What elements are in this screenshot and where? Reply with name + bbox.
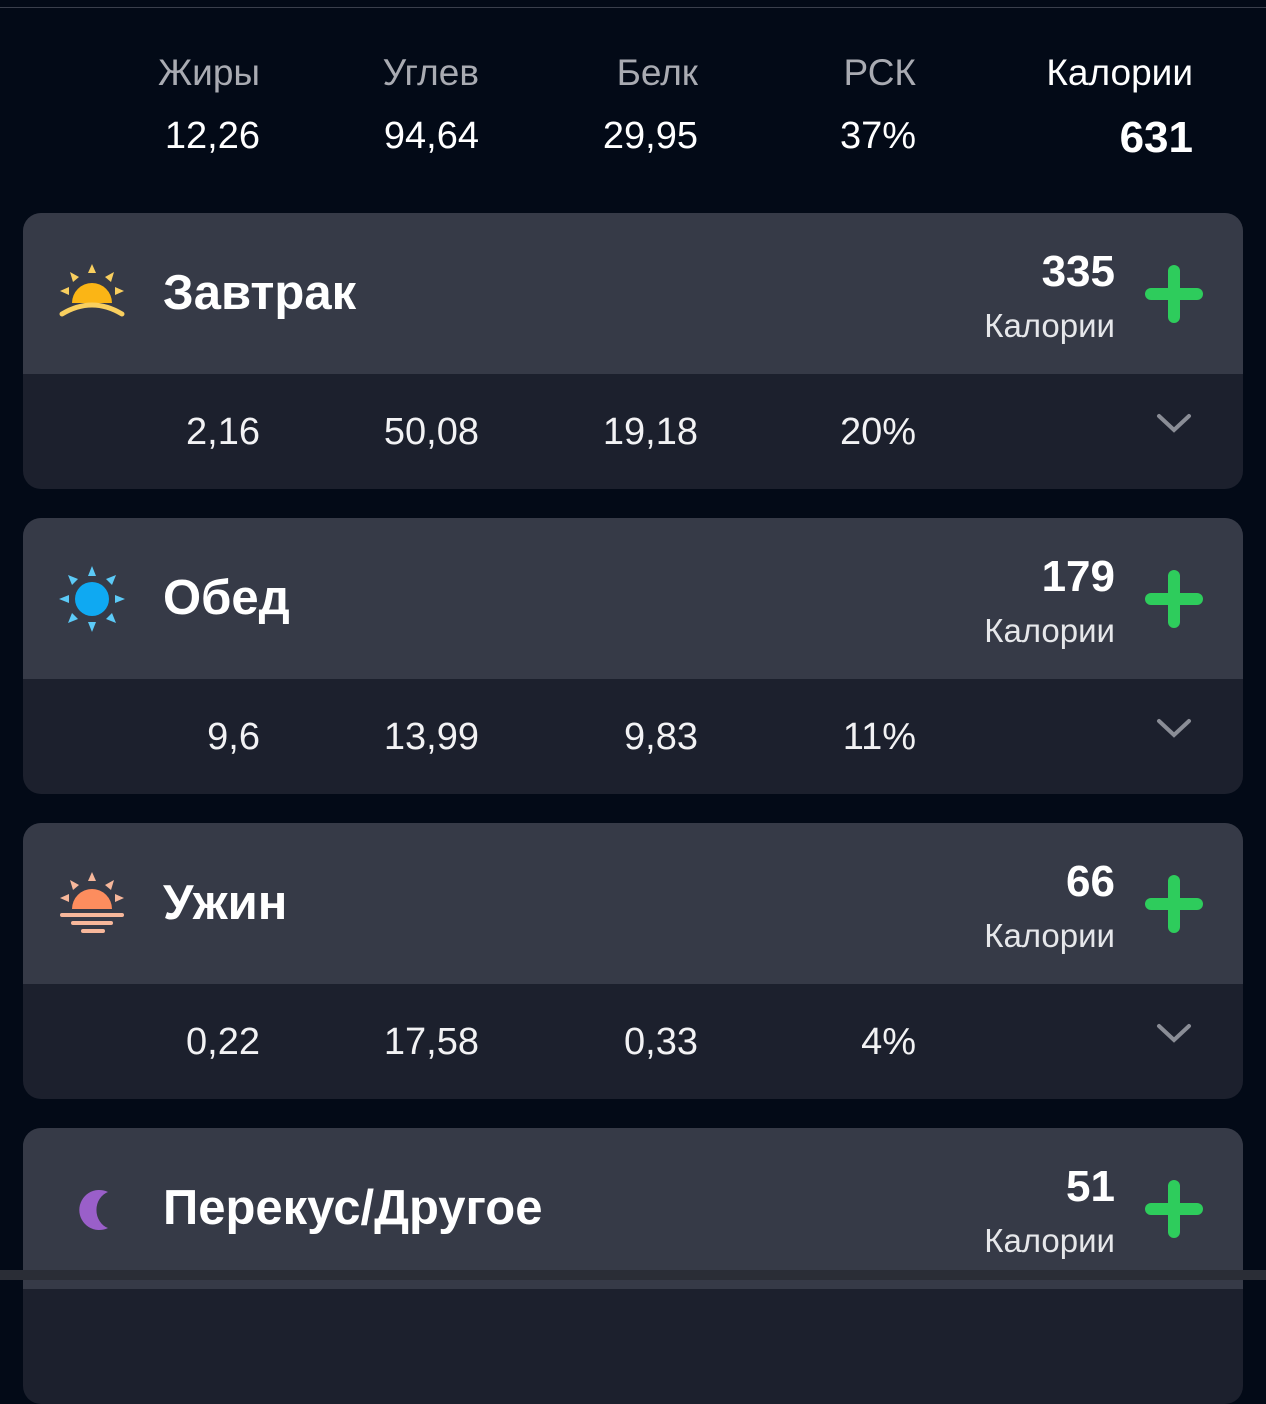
add-food-button[interactable] <box>1145 570 1203 628</box>
meal-protein: 19,18 <box>602 411 698 453</box>
add-food-button[interactable] <box>1145 1180 1203 1238</box>
top-divider <box>0 7 1266 8</box>
meal-header[interactable]: Обед 179 Калории <box>23 518 1243 679</box>
summary-rdi-label: РСК <box>843 52 916 93</box>
meal-calories: 66 <box>1066 857 1115 906</box>
meal-title: Ужин <box>163 876 288 930</box>
bottom-bar <box>0 1270 1266 1280</box>
meal-fat: 9,6 <box>207 716 260 758</box>
meal-card-snack: Перекус/Другое 51 Калории <box>23 1128 1243 1404</box>
summary-fat-label: Жиры <box>157 52 260 93</box>
meal-rdi: 20% <box>839 411 916 453</box>
meal-calories-label: Калории <box>984 307 1115 344</box>
summary-rdi-value: 37% <box>839 115 916 157</box>
meal-title: Обед <box>163 571 290 625</box>
meal-title: Перекус/Другое <box>163 1181 543 1235</box>
meal-protein: 0,33 <box>624 1021 698 1063</box>
moon-icon <box>79 1190 108 1230</box>
meal-header[interactable]: Перекус/Другое 51 Калории <box>23 1128 1243 1289</box>
chevron-down-icon[interactable] <box>1156 1021 1192 1045</box>
summary-calories-value: 631 <box>1119 113 1193 162</box>
sun-icon <box>59 566 125 632</box>
meal-card-lunch: Обед 179 Калории 9,6 13,99 9,83 11% <box>23 518 1243 794</box>
meal-rdi: 11% <box>842 716 916 758</box>
meal-fat: 0,22 <box>186 1021 260 1063</box>
chevron-down-icon[interactable] <box>1156 411 1192 435</box>
chevron-down-icon[interactable] <box>1156 716 1192 740</box>
meal-calories: 51 <box>1066 1162 1115 1211</box>
meal-calories: 335 <box>1041 247 1115 296</box>
meal-carbs: 13,99 <box>383 716 479 758</box>
meal-calories: 179 <box>1041 552 1115 601</box>
summary-fat-value: 12,26 <box>164 115 260 157</box>
meal-header[interactable]: Завтрак 335 Калории <box>23 213 1243 374</box>
summary-protein-label: Белк <box>616 52 698 93</box>
meal-header[interactable]: Ужин 66 Калории <box>23 823 1243 984</box>
summary-protein-value: 29,95 <box>602 115 698 157</box>
sunset-icon <box>60 872 124 933</box>
summary-carbs-label: Углев <box>382 52 479 93</box>
meal-card-breakfast: Завтрак 335 Калории 2,16 50,08 19,18 20% <box>23 213 1243 489</box>
meal-card-dinner: Ужин 66 Калории 0,22 17,58 0,33 4% <box>23 823 1243 1099</box>
meal-fat: 2,16 <box>186 411 260 453</box>
summary-carbs-value: 94,64 <box>383 115 479 157</box>
meal-rdi: 4% <box>861 1021 916 1063</box>
meal-title: Завтрак <box>163 266 357 320</box>
add-food-button[interactable] <box>1145 875 1203 933</box>
meal-carbs: 17,58 <box>383 1021 479 1063</box>
meal-protein: 9,83 <box>624 716 698 758</box>
meal-calories-label: Калории <box>984 1222 1115 1259</box>
sunrise-icon <box>59 264 125 317</box>
meal-carbs: 50,08 <box>383 411 479 453</box>
meal-calories-label: Калории <box>984 917 1115 954</box>
meal-calories-label: Калории <box>984 612 1115 649</box>
summary-calories-label: Калории <box>1046 52 1193 93</box>
add-food-button[interactable] <box>1145 265 1203 323</box>
